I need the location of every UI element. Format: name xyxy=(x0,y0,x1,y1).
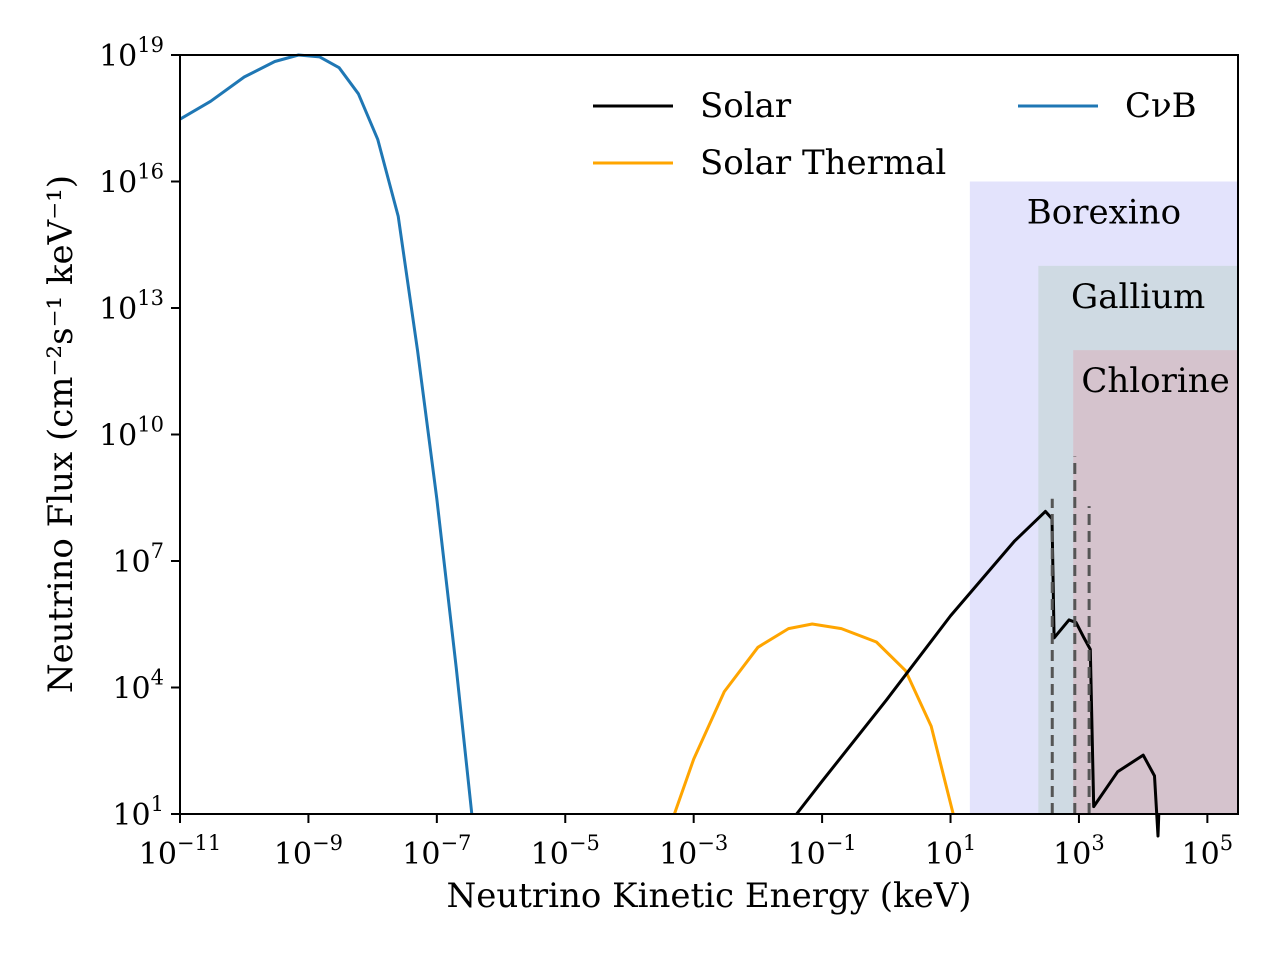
y-axis: 101 104 107 1010 1013 1016 1019 xyxy=(99,33,180,833)
x-tick-label-1: 10−9 xyxy=(274,831,343,872)
x-tick-label-2: 10−7 xyxy=(402,831,471,872)
y-tick-label-1: 104 xyxy=(112,666,164,707)
legend: Solar Solar Thermal CνB xyxy=(593,86,1197,183)
reference-lines xyxy=(1050,456,1091,814)
region-label-gallium: Gallium xyxy=(1071,277,1205,317)
region-chlorine xyxy=(1073,350,1238,814)
region-labels: Borexino Gallium Chlorine xyxy=(1027,193,1230,402)
x-tick-label-8: 105 xyxy=(1182,831,1234,872)
legend-label-solar: Solar xyxy=(700,86,792,126)
y-tick-label-6: 1019 xyxy=(99,33,164,74)
detector-regions xyxy=(969,181,1238,814)
series-solar-line xyxy=(795,509,1161,838)
region-label-chlorine: Chlorine xyxy=(1081,361,1229,401)
x-tick-label-3: 10−5 xyxy=(531,831,600,872)
y-tick-label-4: 1013 xyxy=(99,286,164,327)
region-label-borexino: Borexino xyxy=(1027,193,1181,233)
series-cnub-line xyxy=(179,53,474,815)
x-axis-title: Neutrino Kinetic Energy (keV) xyxy=(446,876,971,916)
x-tick-label-5: 10−1 xyxy=(788,831,857,872)
y-tick-label-2: 107 xyxy=(112,539,164,580)
data-series xyxy=(179,53,1161,838)
x-tick-label-0: 10−11 xyxy=(139,831,222,872)
y-axis-title: Neutrino Flux (cm⁻²s⁻¹ keV⁻¹) xyxy=(41,175,81,693)
series-solar-thermal-line xyxy=(672,622,955,815)
legend-label-cnub: CνB xyxy=(1125,86,1197,126)
y-tick-label-0: 101 xyxy=(112,792,164,833)
y-tick-label-5: 1016 xyxy=(99,160,164,201)
x-axis: 10−11 10−9 10−7 10−5 10−3 10−1 101 103 105 xyxy=(139,814,1233,872)
y-tick-label-3: 1010 xyxy=(99,413,164,454)
x-tick-label-6: 101 xyxy=(925,831,977,872)
x-tick-label-7: 103 xyxy=(1053,831,1105,872)
x-tick-label-4: 10−3 xyxy=(659,831,728,872)
legend-label-solar-thermal: Solar Thermal xyxy=(700,143,946,183)
